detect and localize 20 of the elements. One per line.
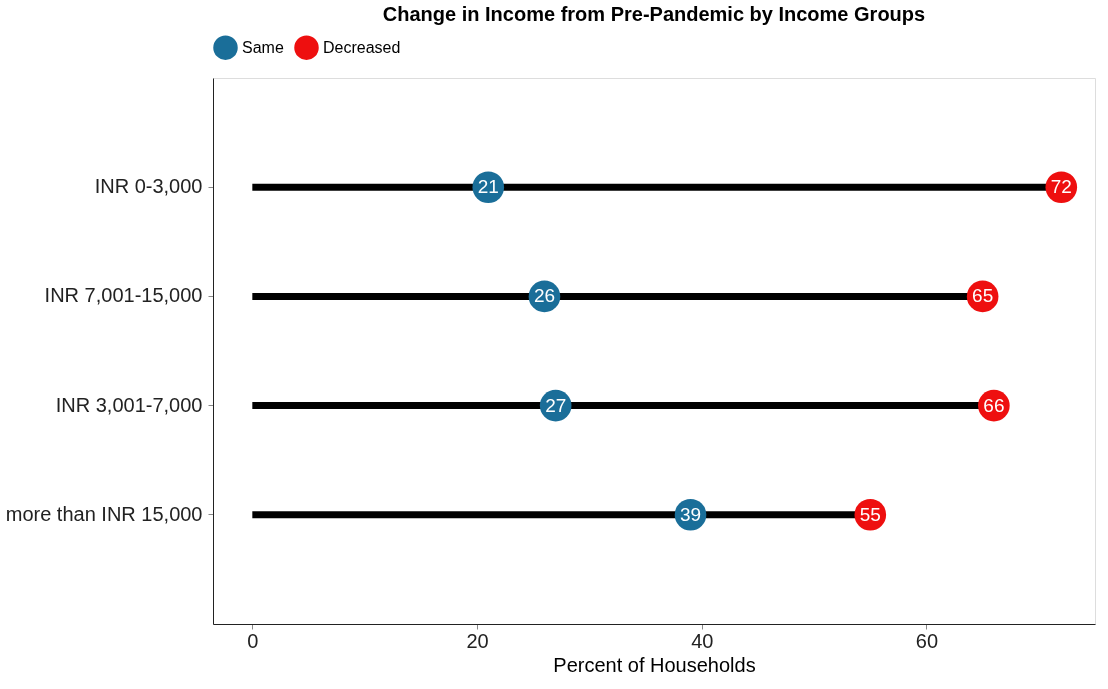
data-label: 21	[477, 176, 499, 198]
data-label: 55	[859, 503, 881, 525]
x-tick-label: 40	[691, 629, 714, 652]
legend-label: Same	[242, 38, 284, 56]
y-tick-label: INR 3,001-7,000	[55, 393, 203, 416]
y-tick-label: INR 0-3,000	[94, 175, 203, 198]
y-tick-label: more than INR 15,000	[5, 502, 203, 525]
x-axis-title: Percent of Households	[553, 653, 756, 676]
legend-label: Decreased	[323, 38, 401, 56]
data-label: 27	[545, 394, 567, 416]
data-label: 72	[1050, 176, 1072, 198]
x-tick-label: 60	[915, 629, 939, 652]
y-tick-label: INR 7,001-15,000	[44, 284, 203, 307]
data-label: 39	[679, 503, 702, 525]
x-tick-label: 0	[247, 629, 259, 652]
data-label: 26	[533, 285, 556, 307]
chart-title: Change in Income from Pre-Pandemic by Income Groups	[382, 3, 926, 25]
data-label: 66	[983, 394, 1005, 416]
data-label: 65	[972, 285, 994, 307]
x-tick-label: 20	[466, 629, 489, 652]
